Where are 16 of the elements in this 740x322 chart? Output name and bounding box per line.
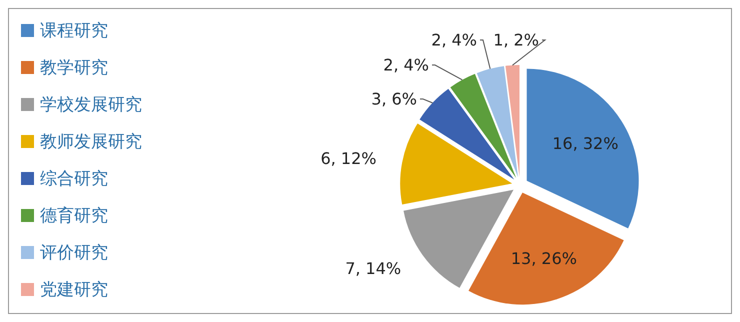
data-label: 1, 2% [493, 30, 539, 50]
legend-label: 学校发展研究 [40, 94, 142, 116]
data-label: 2, 4% [431, 30, 477, 50]
legend-label: 教学研究 [40, 57, 108, 79]
data-label: 3, 6% [371, 90, 417, 108]
legend-label: 德育研究 [40, 205, 108, 227]
legend-label: 教师发展研究 [40, 131, 142, 153]
data-label: 16, 32% [552, 134, 618, 154]
data-label: 13, 26% [510, 249, 577, 268]
data-label: 6, 12% [320, 148, 377, 168]
legend-label: 综合研究 [40, 168, 108, 190]
data-label: 7, 14% [345, 258, 402, 278]
legend-label: 评价研究 [40, 242, 108, 264]
data-label: 2, 4% [383, 56, 429, 74]
legend-label: 课程研究 [40, 20, 108, 42]
legend-label: 党建研究 [40, 279, 108, 301]
